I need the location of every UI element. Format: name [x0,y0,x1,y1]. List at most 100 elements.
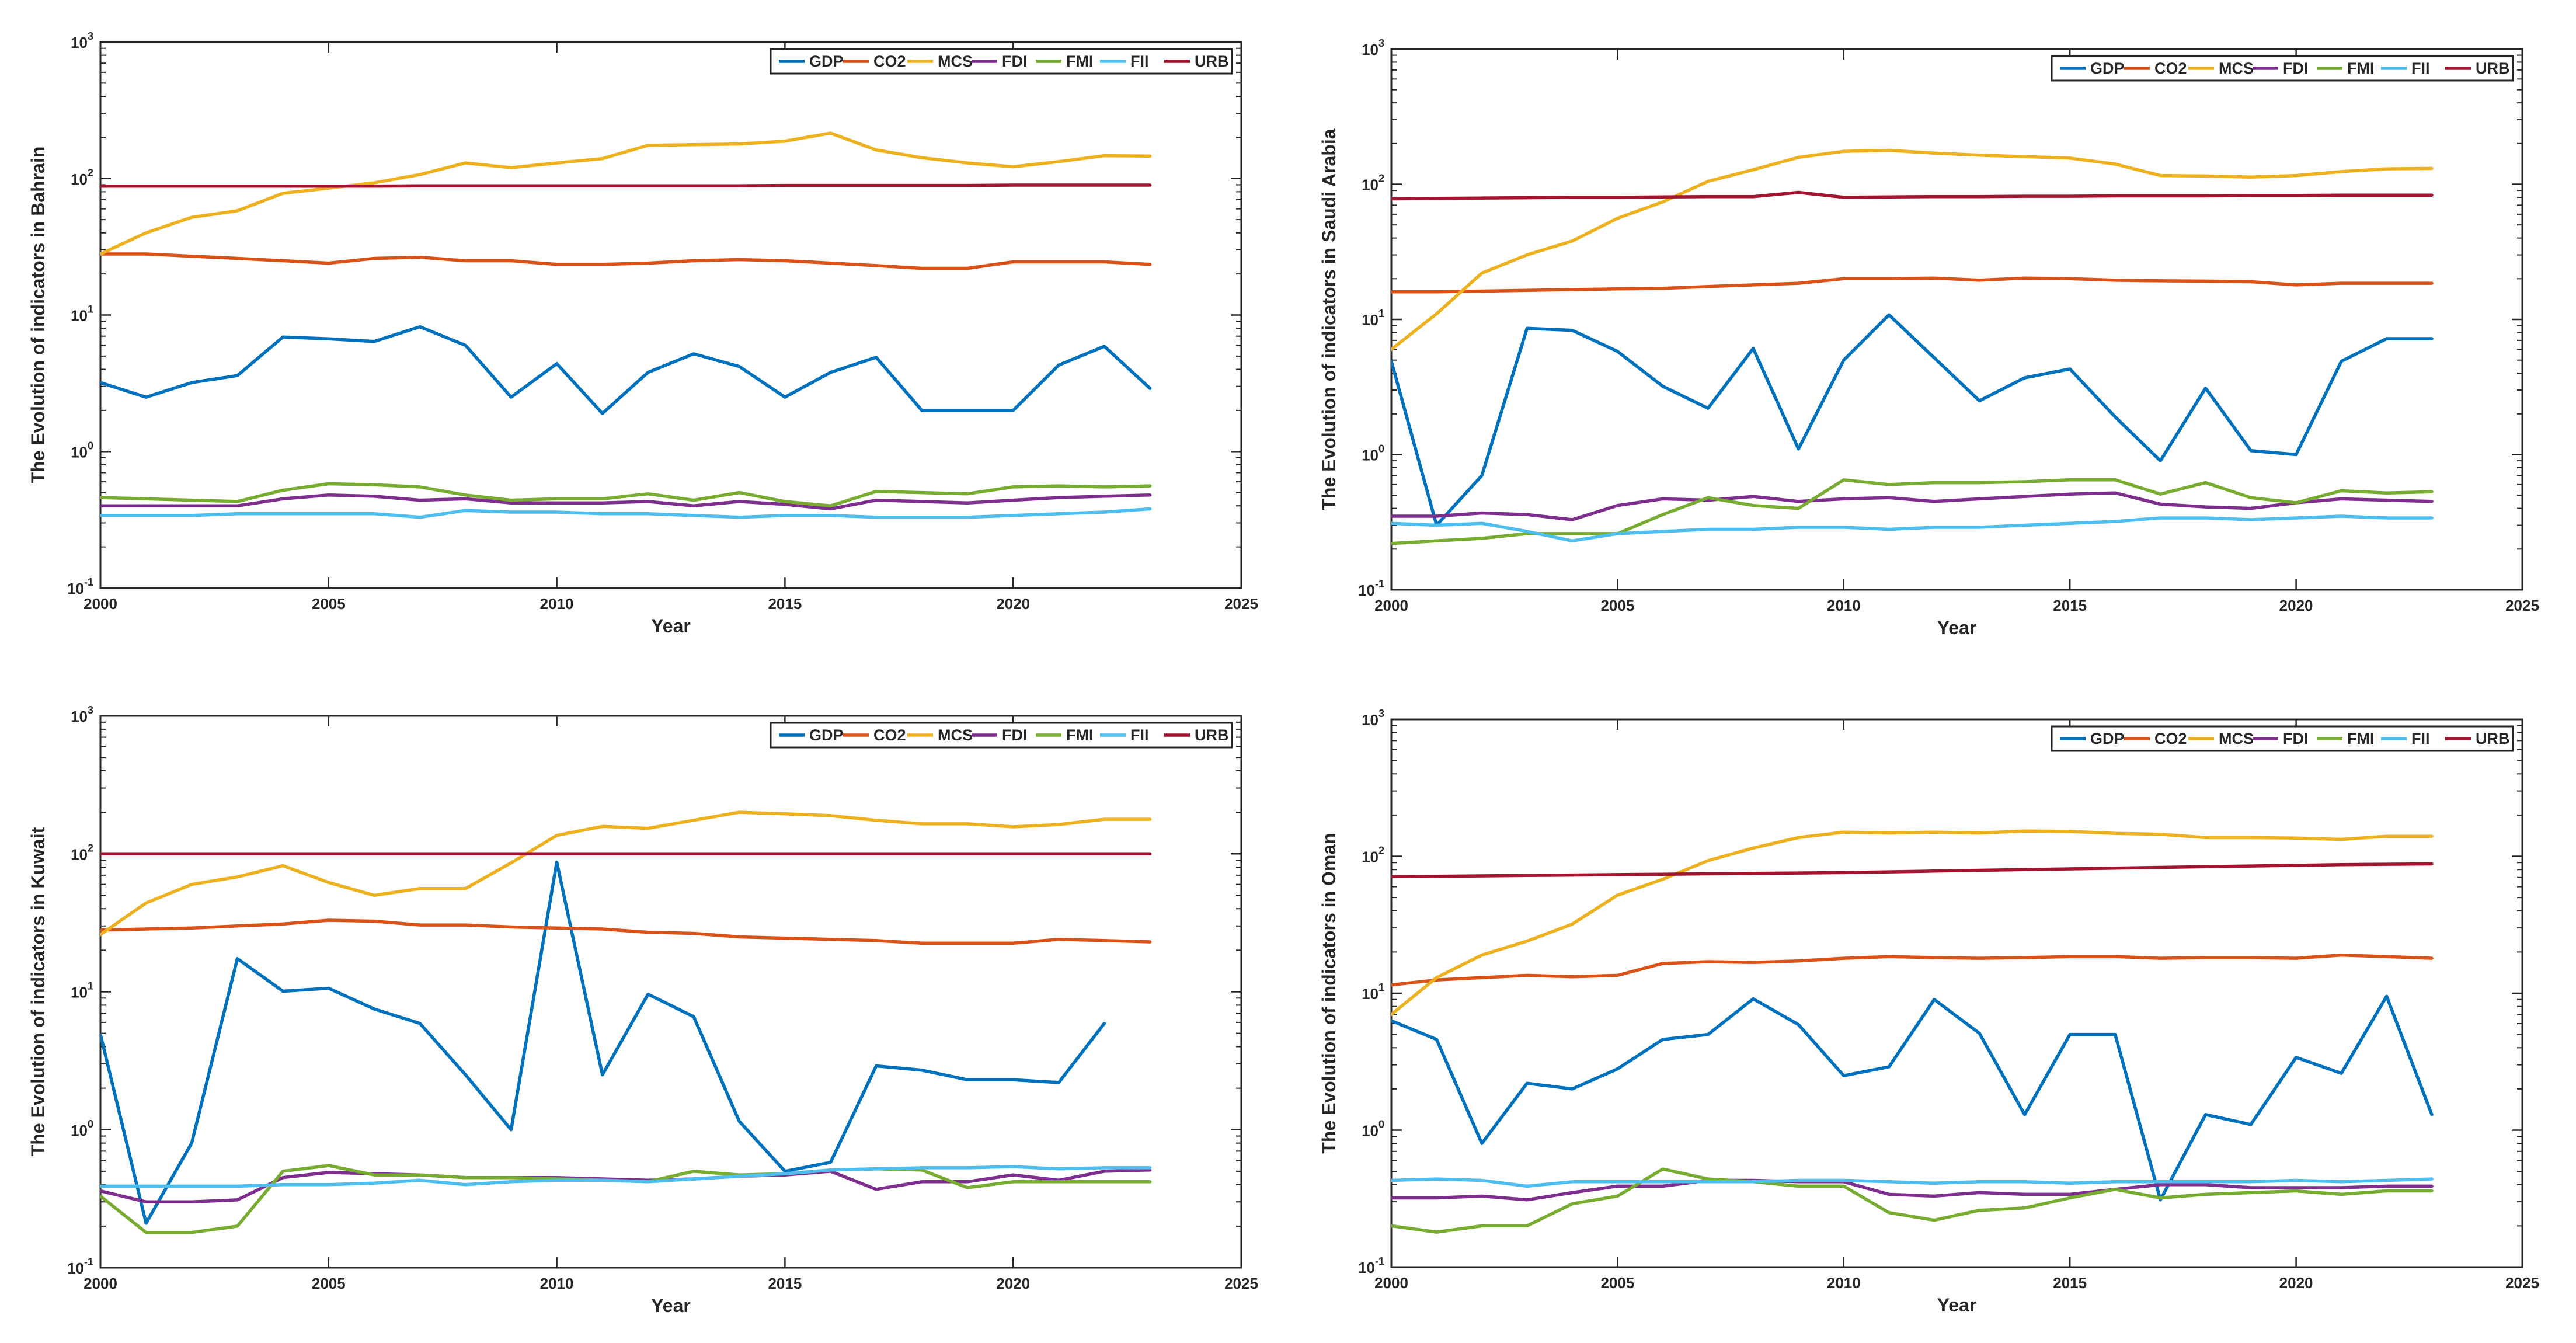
y-axis-label: The Evolution of indicators in Bahrain [27,147,48,484]
y-tick-label: 101 [1362,308,1384,329]
legend: GDP CO2 MCS FDI FMI FII URB [770,48,1233,75]
y-tick-label: 101 [71,304,93,325]
x-tick-label: 2025 [1224,595,1258,613]
legend-label-fii: FII [2411,60,2430,77]
series-line-urb [100,183,1152,188]
x-tick-label: 2020 [996,1275,1030,1292]
legend-label-fmi: FMI [1066,53,1094,70]
x-tick-label: 2015 [768,595,802,613]
legend-label-urb: URB [1195,726,1229,744]
plot-area [1390,718,2523,1268]
y-axis-label: The Evolution of indicators in Saudi Ara… [1318,128,1339,510]
series-line-urb [1391,190,2434,201]
series-line-fmi [1391,1167,2434,1234]
x-tick-label: 2005 [1600,597,1634,614]
series-line-fdi [1391,491,2434,521]
x-tick-label: 2025 [2505,597,2539,614]
legend-label-co2: CO2 [2154,60,2187,77]
y-tick-label: 10-1 [1358,1255,1384,1276]
legend-label-mcs: MCS [2219,60,2254,77]
series-line-mcs [1391,829,2434,1017]
legend-label-fmi: FMI [2347,60,2375,77]
series-line-co2 [1391,276,2434,294]
x-tick-label: 2000 [1374,1274,1408,1292]
legend: GDP CO2 MCS FDI FMI FII URB [2051,725,2514,752]
legend-label-fii: FII [1130,53,1149,70]
legend-label-urb: URB [2476,730,2510,747]
x-tick-label: 2020 [2279,597,2313,614]
plot-area [99,41,1242,589]
x-axis-label: Year [651,1295,691,1316]
series-group [100,810,1152,1234]
y-tick-label: 10-1 [67,576,93,597]
series-line-gdp [100,325,1152,415]
x-tick-label: 2015 [768,1275,802,1292]
y-tick-label: 100 [1362,1119,1384,1140]
chart-panel-saudi-arabia: 2000 2005 2010 2015 2020 2025 10-1 100 101 102 103… [1318,37,2539,638]
series-group [100,131,1152,519]
legend-label-urb: URB [1195,53,1229,70]
series-line-co2 [100,918,1152,945]
x-tick-label: 2025 [1224,1275,1258,1292]
series-line-mcs [100,131,1152,256]
x-tick-label: 2015 [2053,597,2087,614]
legend-label-fdi: FDI [2283,60,2309,77]
series-line-gdp [1391,313,2434,527]
chart-panel-oman: 2000 2005 2010 2015 2020 2025 10-1 100 101 102 103… [1318,708,2539,1316]
legend-label-fdi: FDI [1002,726,1028,744]
series-line-fii [100,1165,1152,1188]
legend-label-urb: URB [2476,60,2510,77]
x-tick-label: 2010 [540,1275,574,1292]
y-tick-label: 102 [1362,173,1384,194]
series-line-mcs [100,810,1152,937]
series-line-gdp [1391,994,2434,1202]
series-line-fmi [100,482,1152,508]
legend-label-mcs: MCS [938,726,973,744]
series-group [1391,148,2434,545]
x-tick-label: 2005 [312,1275,346,1292]
y-tick-label: 103 [71,704,93,725]
legend-label-fmi: FMI [1066,726,1094,744]
legend-label-fdi: FDI [2283,730,2309,747]
legend-label-co2: CO2 [873,726,906,744]
y-tick-label: 103 [1362,37,1384,58]
legend-label-co2: CO2 [2154,730,2187,747]
y-tick-label: 101 [71,980,93,1001]
x-axis-label: Year [651,615,691,636]
legend-label-gdp: GDP [809,53,844,70]
y-tick-label: 102 [1362,845,1384,866]
legend-label-fdi: FDI [1002,53,1028,70]
legend-label-gdp: GDP [809,726,844,744]
series-line-fdi [1391,1178,2434,1202]
y-tick-label: 102 [71,167,93,188]
x-tick-label: 2000 [83,1275,117,1292]
y-tick-label: 10-1 [67,1256,93,1277]
series-line-mcs [1391,148,2434,352]
x-tick-label: 2025 [2505,1274,2539,1292]
y-axis-label: The Evolution of indicators in Oman [1318,833,1339,1153]
x-tick-label: 2015 [2053,1274,2087,1292]
x-axis-label: Year [1937,1295,1977,1316]
y-tick-label: 102 [71,842,93,863]
series-line-urb [1391,862,2434,879]
series-line-gdp [100,860,1106,1225]
legend-label-mcs: MCS [2219,730,2254,747]
legend-label-fii: FII [1130,726,1149,744]
series-line-fii [1391,514,2434,543]
y-tick-label: 103 [1362,708,1384,729]
y-axis-label: The Evolution of indicators in Kuwait [27,827,48,1156]
y-tick-label: 100 [71,440,93,461]
y-tick-label: 100 [71,1118,93,1139]
legend-label-co2: CO2 [873,53,906,70]
chart-panel-kuwait: 2000 2005 2010 2015 2020 2025 10-1 100 101 102 103… [27,704,1258,1316]
series-line-co2 [1391,953,2434,987]
series-line-fii [1391,1177,2434,1188]
series-line-fii [100,507,1152,519]
x-tick-label: 2005 [1600,1274,1634,1292]
legend: GDP CO2 MCS FDI FMI FII URB [2051,55,2514,82]
x-tick-label: 2000 [83,595,117,613]
x-tick-label: 2010 [540,595,574,613]
legend-label-gdp: GDP [2090,730,2125,747]
plot-area [1390,48,2523,591]
